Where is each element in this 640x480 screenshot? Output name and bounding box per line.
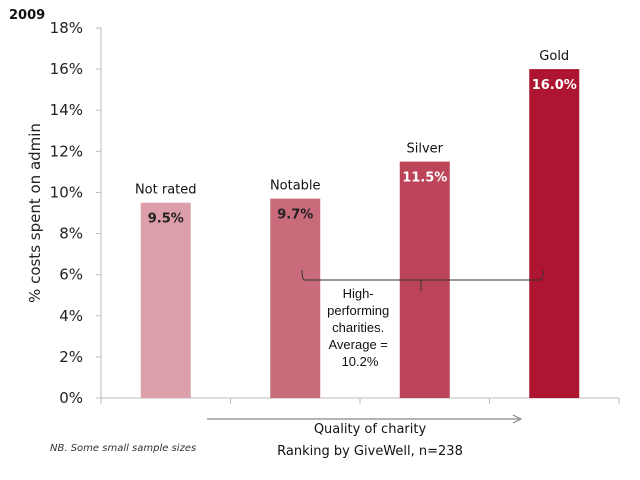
y-tick-label: 6% [59,266,83,284]
y-tick-label: 0% [59,389,83,407]
quality-label: Quality of charity [314,422,427,437]
category-label: Gold [539,49,569,64]
footnote: NB. Some small sample sizes [50,443,196,454]
y-tick-label: 2% [59,348,83,366]
y-tick-label: 10% [50,183,83,201]
bar-not-rated [140,202,191,398]
year-label: 2009 [9,8,45,23]
bar-gold [529,69,580,398]
data-label: 9.7% [277,208,313,223]
bracket [301,269,544,291]
quality-arrow [207,414,523,424]
x-axis-label: Ranking by GiveWell, n=238 [277,444,463,459]
y-tick-label: 14% [50,101,83,119]
category-label: Not rated [135,183,197,198]
y-tick-label: 4% [59,307,83,325]
annotation: High- performing charities. Average = 10… [327,286,393,369]
data-label: 9.5% [148,212,184,227]
data-label: 11.5% [402,171,447,186]
category-label: Silver [406,142,443,157]
y-tick-label: 16% [50,60,83,78]
category-label: Notable [270,179,321,194]
bar-notable [270,198,321,398]
y-tick-label: 18% [50,19,83,37]
y-tick-label: 12% [50,142,83,160]
y-axis-label: % costs spent on admin [26,123,44,303]
data-label: 16.0% [532,78,577,93]
y-tick-label: 8% [59,225,83,243]
